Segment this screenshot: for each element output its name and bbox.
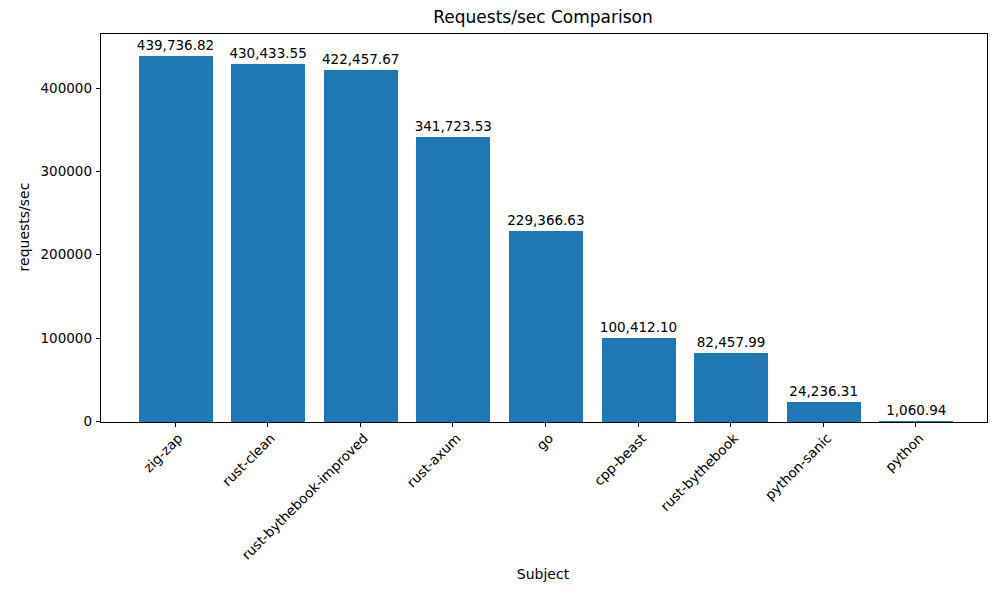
plot-area: 439,736.82430,433.55422,457.67341,723.53…: [100, 33, 988, 423]
y-tick-label: 100000: [0, 329, 92, 347]
bar-value-label: 24,236.31: [754, 383, 894, 399]
x-tick: [360, 423, 361, 427]
y-tick-label: 300000: [0, 162, 92, 180]
x-tick: [823, 423, 824, 427]
x-tick-label: python: [675, 430, 915, 446]
bar-value-label: 229,366.63: [476, 212, 616, 228]
x-axis-label: Subject: [100, 566, 986, 582]
bar-value-label: 422,457.67: [291, 51, 431, 67]
x-tick: [730, 423, 731, 427]
bar: [879, 421, 953, 422]
bar: [139, 56, 213, 422]
y-tick-label: 400000: [0, 79, 92, 97]
y-tick-label: 0: [0, 412, 92, 430]
y-tick: [96, 254, 100, 255]
requests-per-sec-bar-chart: Requests/sec Comparison requests/sec 439…: [0, 0, 1000, 600]
y-tick: [96, 171, 100, 172]
bar: [602, 338, 676, 422]
y-tick: [96, 88, 100, 89]
x-tick: [452, 423, 453, 427]
y-tick-label: 200000: [0, 245, 92, 263]
x-tick: [175, 423, 176, 427]
bar-value-label: 341,723.53: [383, 118, 523, 134]
y-tick: [96, 338, 100, 339]
chart-title: Requests/sec Comparison: [100, 7, 986, 27]
bar: [231, 64, 305, 422]
x-tick: [915, 423, 916, 427]
bar-value-label: 1,060.94: [846, 402, 986, 418]
x-tick: [638, 423, 639, 427]
bar-value-label: 100,412.10: [569, 319, 709, 335]
x-tick: [545, 423, 546, 427]
y-tick: [96, 421, 100, 422]
bar: [416, 137, 490, 422]
bar-value-label: 82,457.99: [661, 334, 801, 350]
x-tick: [267, 423, 268, 427]
